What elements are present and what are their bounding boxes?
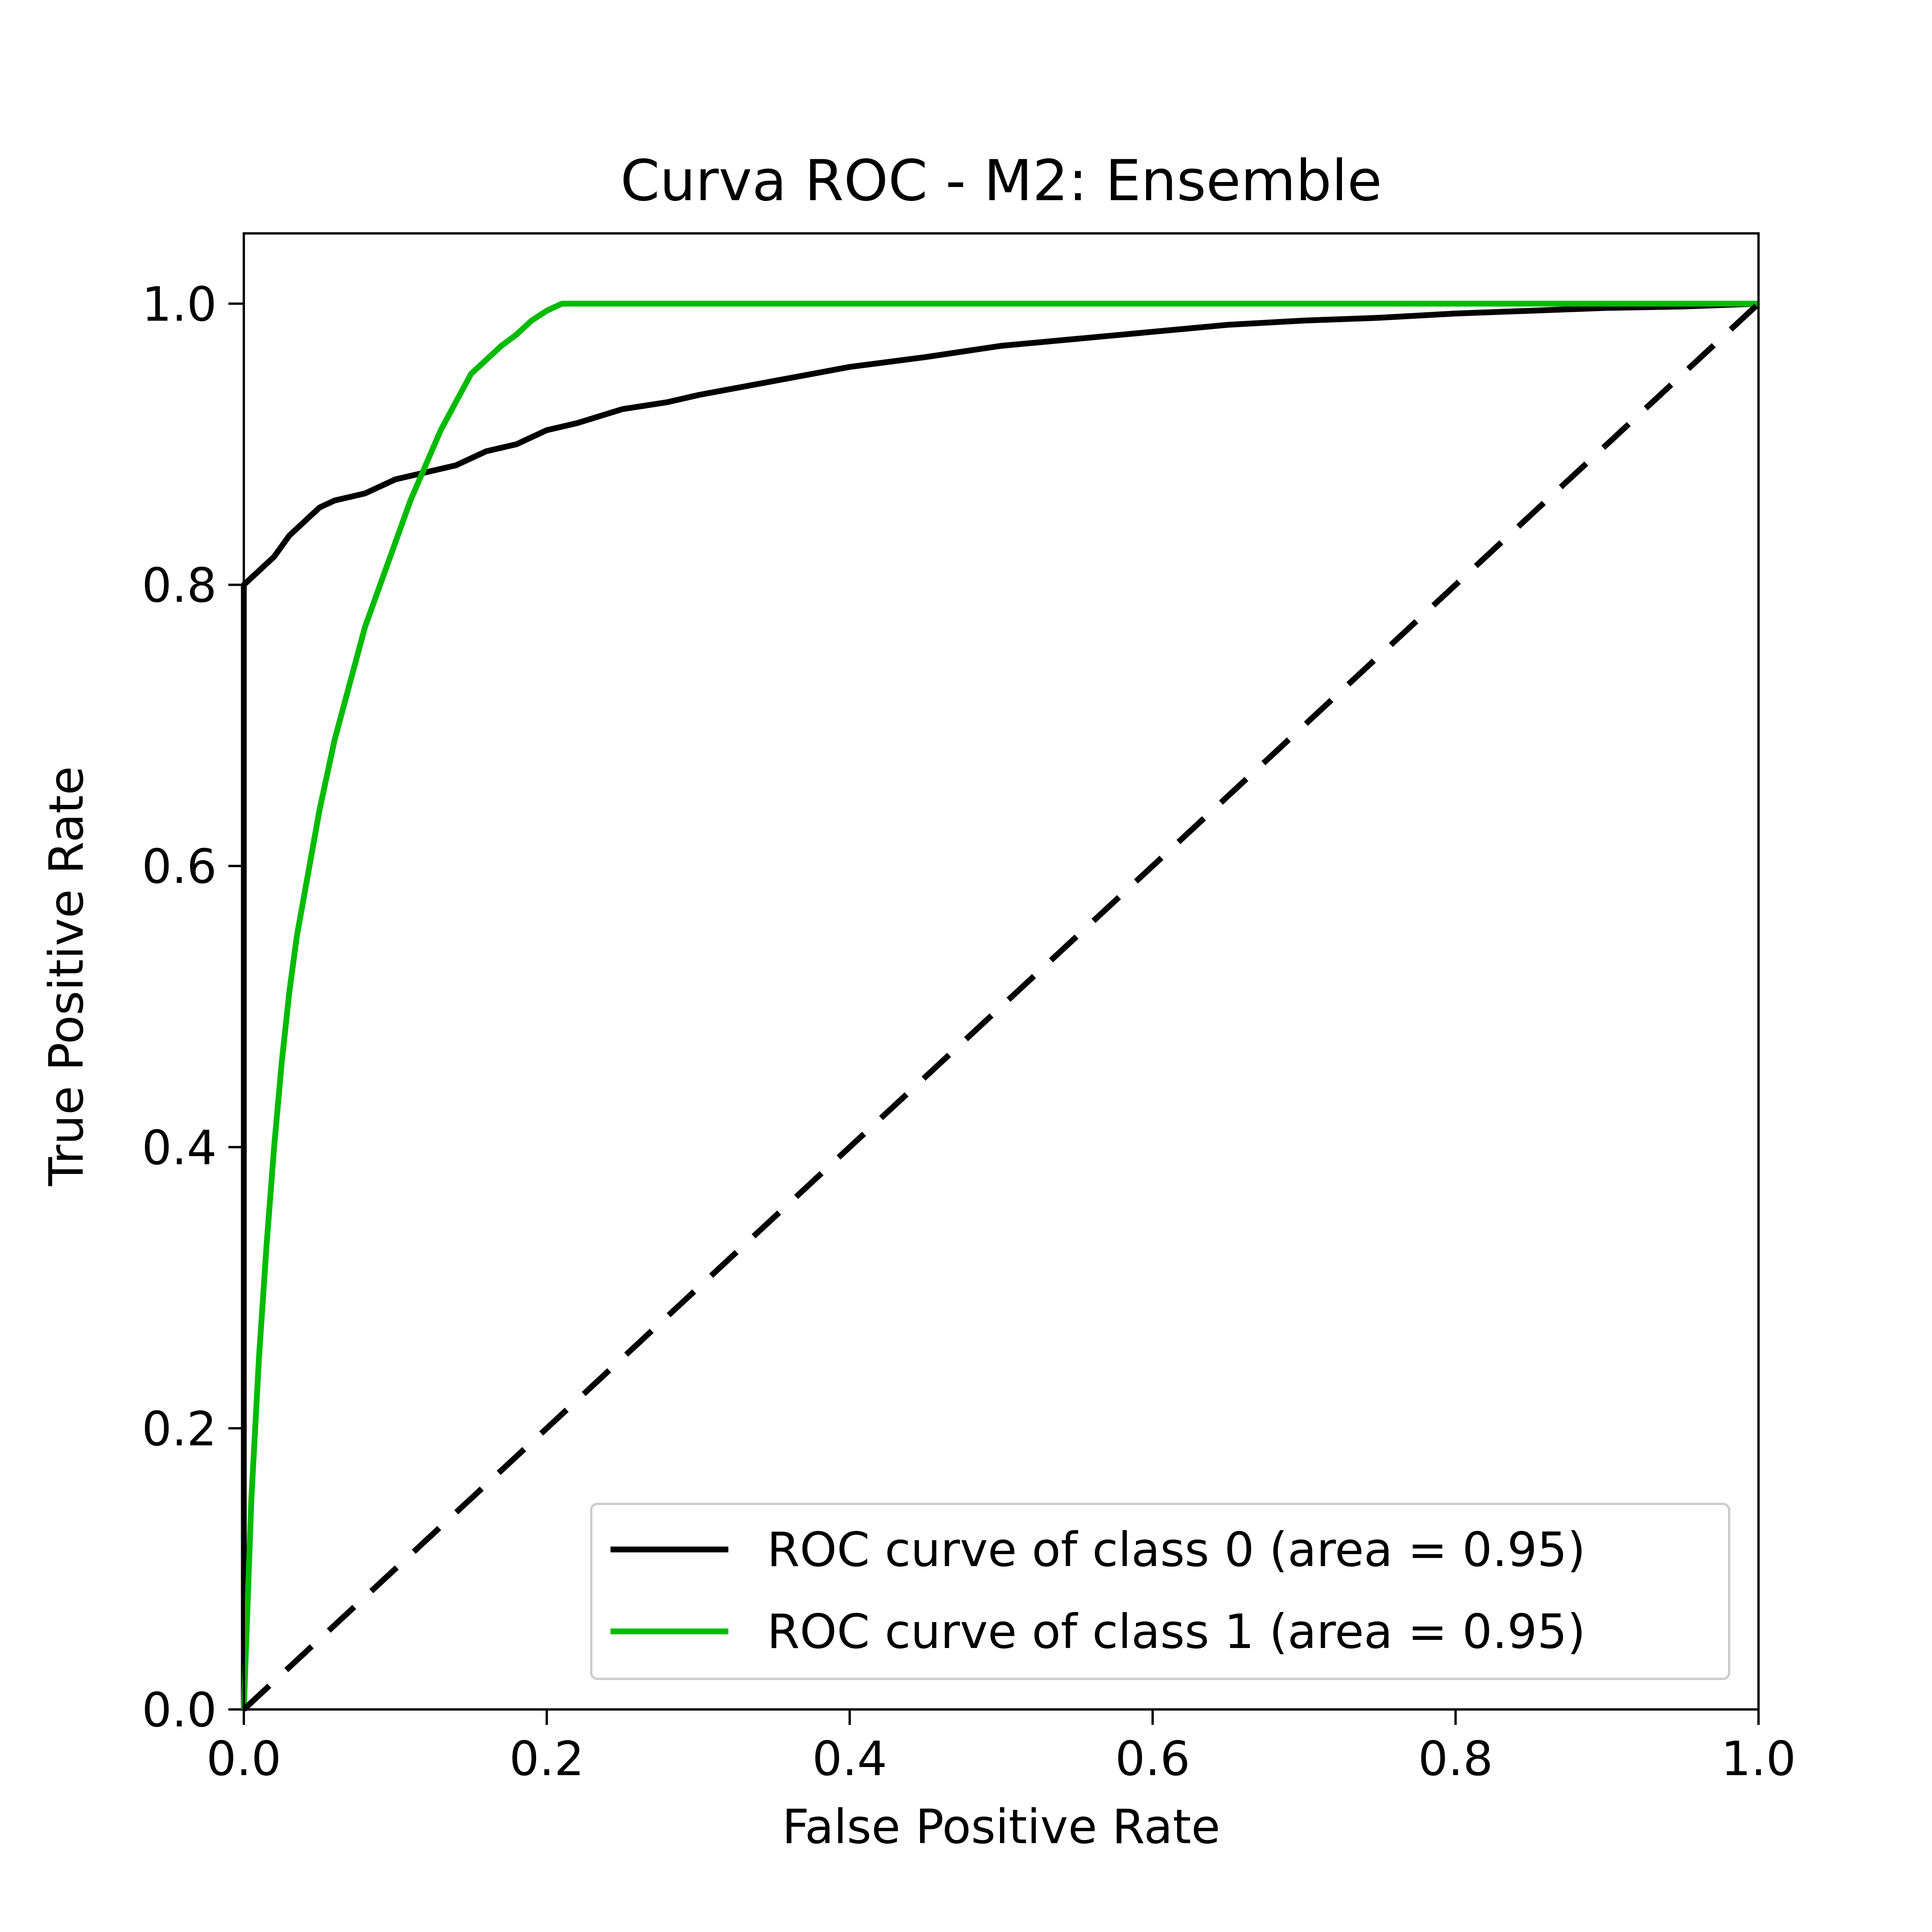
x-tick-label: 1.0 [1721, 1731, 1796, 1786]
x-tick-label: 0.6 [1115, 1731, 1190, 1786]
plot-frame [243, 232, 1760, 1711]
chart-title: Curva ROC - M2: Ensemble [621, 148, 1382, 214]
x-tick-label: 0.2 [509, 1731, 584, 1786]
class-1-roc-line [241, 301, 1759, 1710]
legend: ROC curve of class 0 (area = 0.95) ROC cu… [590, 1503, 1730, 1680]
legend-box [590, 1503, 1730, 1680]
y-tick-label: 0.4 [142, 1121, 217, 1175]
x-tick-label: 0.0 [206, 1731, 281, 1786]
y-axis-label: True Positive Rate [39, 766, 94, 1187]
legend-label: ROC curve of class 1 (area = 0.95) [767, 1604, 1585, 1659]
y-tick-label: 0.2 [142, 1401, 217, 1456]
x-tick-label: 0.8 [1418, 1731, 1493, 1786]
class-0-roc-line [241, 301, 1759, 1709]
legend-label: ROC curve of class 0 (area = 0.95) [767, 1522, 1585, 1577]
plot-series [241, 301, 1761, 1712]
x-tick-label: 0.4 [812, 1731, 887, 1786]
y-tick-label: 0.8 [142, 558, 217, 613]
y-tick-label: 1.0 [142, 277, 217, 332]
y-tick-label: 0.0 [142, 1683, 217, 1738]
axis-ticks: 0.0 0.2 0.4 0.6 0.8 1.0 0.0 0.2 0.4 0.6 0.8 1.0 [142, 277, 1796, 1786]
y-tick-label: 0.6 [142, 839, 217, 894]
x-axis-label: False Positive Rate [782, 1799, 1220, 1854]
